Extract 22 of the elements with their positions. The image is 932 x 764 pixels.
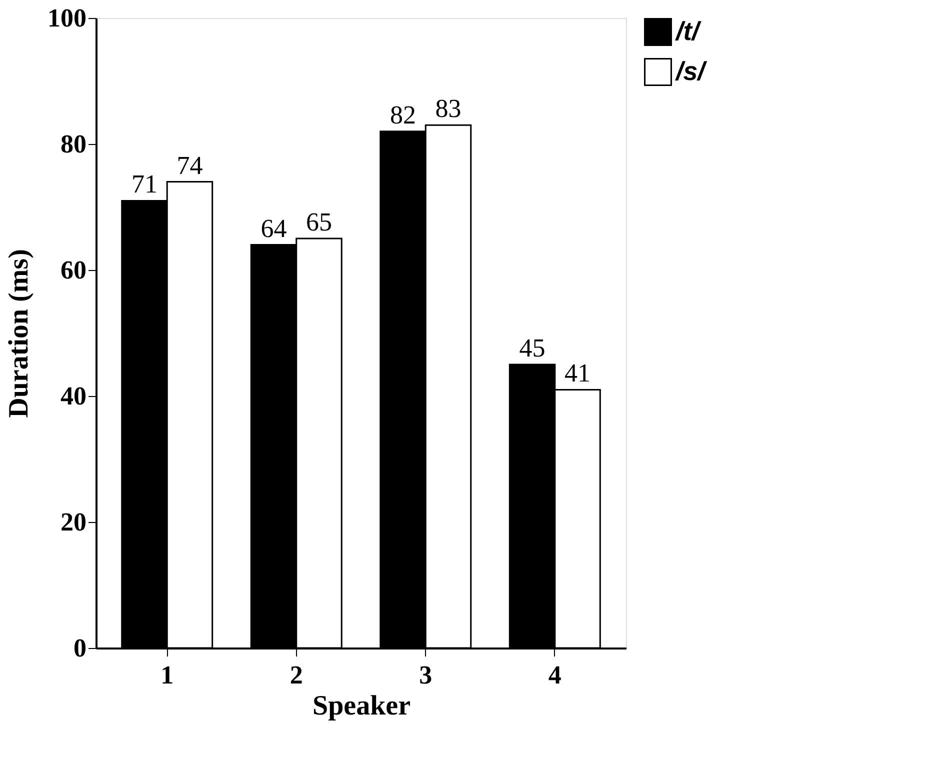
x-axis-title: Speaker: [312, 690, 410, 722]
data-label: 45: [519, 334, 546, 362]
x-tick-label: 3: [419, 660, 432, 690]
data-label: 64: [260, 214, 287, 243]
data-label: 71: [131, 170, 158, 199]
y-tick-label: 0: [74, 634, 86, 662]
y-tick-label: 60: [60, 256, 86, 284]
legend-label: /s/: [675, 56, 708, 86]
legend-label: /t/: [675, 16, 702, 46]
x-tick-label: 2: [290, 660, 303, 690]
x-tick-label: 4: [548, 660, 562, 690]
y-tick-label: 20: [60, 508, 86, 536]
data-label: 41: [564, 358, 591, 388]
data-label: 82: [390, 100, 416, 130]
y-tick-label: 100: [48, 4, 86, 32]
x-tick-label: 1: [160, 660, 174, 690]
y-tick-label: 40: [60, 382, 86, 410]
data-label: 65: [306, 208, 332, 236]
data-label: 83: [435, 94, 462, 124]
data-label: 74: [176, 150, 203, 180]
y-tick-label: 80: [60, 130, 86, 158]
y-axis-title: Duration (ms): [4, 249, 34, 418]
